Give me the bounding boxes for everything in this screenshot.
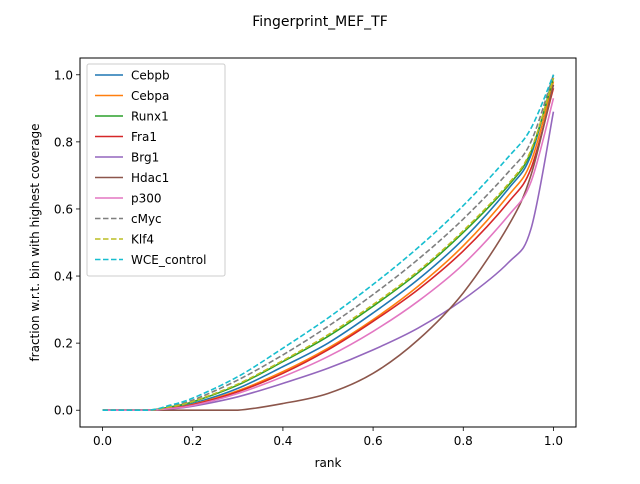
series-line-hdac1 (102, 84, 555, 412)
legend-label-cebpb: Cebpb (131, 69, 170, 83)
y-tick-label: 0.0 (54, 404, 73, 418)
legend-label-cmyc: cMyc (131, 212, 162, 226)
plot-frame (79, 57, 577, 428)
series-line-p300 (102, 98, 555, 412)
legend-box (86, 63, 226, 277)
x-tick-label: 0.6 (364, 434, 383, 448)
y-tick-label: 0.6 (54, 202, 73, 216)
legend-label-cebpa: Cebpa (131, 89, 169, 103)
x-tick-label: 0.0 (93, 434, 112, 448)
series-line-klf4 (102, 77, 555, 412)
x-tick-label: 1.0 (544, 434, 563, 448)
legend-label-runx1: Runx1 (131, 110, 169, 124)
y-axis-label: fraction w.r.t. bin with highest coverag… (28, 123, 42, 361)
x-tick-label: 0.8 (454, 434, 473, 448)
y-tick-label: 0.4 (54, 270, 73, 284)
legend-label-wce-control: WCE_control (131, 253, 206, 267)
y-tick-label: 1.0 (54, 68, 73, 82)
y-tick-label: 0.8 (54, 135, 73, 149)
x-tick-label: 0.2 (183, 434, 202, 448)
x-axis-label: rank (315, 456, 342, 470)
legend-label-fra1: Fra1 (131, 130, 157, 144)
legend-label-p300: p300 (131, 192, 162, 206)
y-tick-label: 0.2 (54, 337, 73, 351)
series-layer (102, 74, 555, 412)
legend-label-brg1: Brg1 (131, 151, 159, 165)
legend-label-hdac1: Hdac1 (131, 171, 169, 185)
legend-label-klf4: Klf4 (131, 233, 154, 247)
x-tick-label: 0.4 (273, 434, 292, 448)
ticks-layer: 0.0 0.2 0.4 0.6 0.8 1.0 0.0 0.2 0.4 0.6 0.8 1.0 (54, 68, 563, 448)
legend: Cebpb Cebpa Runx1 Fra1 Brg1 Hdac1 p300 cMyc Klf4… (86, 63, 226, 277)
series-line-wce-control (102, 74, 555, 412)
chart-title: Fingerprint_MEF_TF (252, 14, 388, 30)
